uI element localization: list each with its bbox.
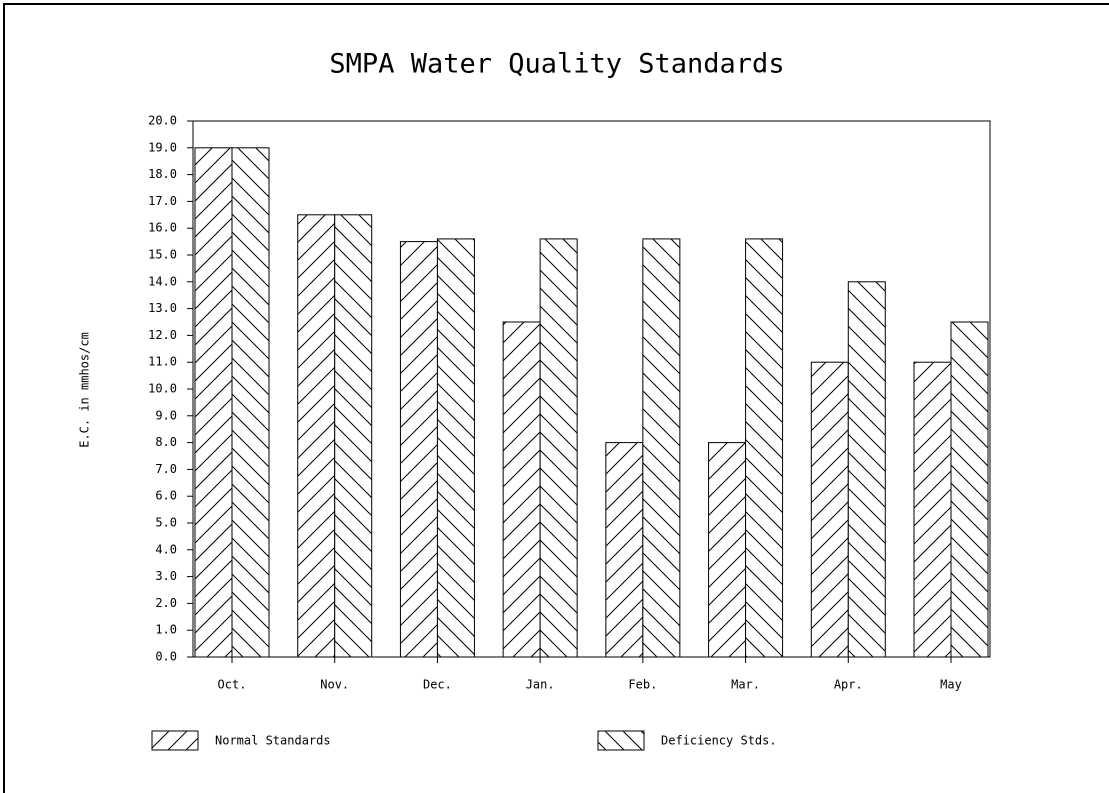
x-tick-label: Jan. bbox=[526, 678, 555, 692]
x-tick-label: Mar. bbox=[731, 678, 760, 692]
legend-label: Normal Standards bbox=[215, 734, 331, 748]
bar bbox=[642, 238, 681, 658]
y-tick-label: 11.0 bbox=[148, 355, 177, 369]
bar bbox=[810, 361, 849, 658]
frame bbox=[3, 3, 1109, 793]
bar bbox=[436, 238, 475, 658]
y-tick-label: 17.0 bbox=[148, 194, 177, 208]
chart-title: SMPA Water Quality Standards bbox=[329, 49, 784, 80]
x-tick-label: May bbox=[940, 678, 962, 692]
x-tick-label: Feb. bbox=[628, 678, 657, 692]
bar bbox=[708, 442, 747, 658]
y-tick-label: 14.0 bbox=[148, 274, 177, 288]
y-tick-label: 16.0 bbox=[148, 221, 177, 235]
bar bbox=[399, 241, 438, 658]
y-tick-label: 1.0 bbox=[155, 623, 177, 637]
y-tick-label: 5.0 bbox=[155, 516, 177, 530]
y-tick-label: 3.0 bbox=[155, 569, 177, 583]
y-tick-label: 4.0 bbox=[155, 542, 177, 556]
y-tick-label: 18.0 bbox=[148, 167, 177, 181]
bar bbox=[847, 281, 886, 658]
y-tick-label: 12.0 bbox=[148, 328, 177, 342]
y-tick-label: 2.0 bbox=[155, 596, 177, 610]
legend-swatch bbox=[597, 730, 645, 751]
y-tick-label: 20.0 bbox=[148, 114, 177, 128]
bar bbox=[194, 147, 233, 658]
bar bbox=[605, 442, 644, 658]
y-axis-label: E.C. in mmhos/cm bbox=[78, 332, 92, 448]
bar bbox=[745, 238, 784, 658]
bar bbox=[913, 361, 952, 658]
y-tick-label: 8.0 bbox=[155, 435, 177, 449]
bar bbox=[502, 321, 541, 658]
x-tick-label: Nov. bbox=[320, 678, 349, 692]
bar bbox=[231, 147, 270, 658]
legend-label: Deficiency Stds. bbox=[661, 734, 777, 748]
bar bbox=[950, 321, 989, 658]
x-tick-label: Oct. bbox=[218, 678, 247, 692]
y-tick-label: 9.0 bbox=[155, 408, 177, 422]
bar bbox=[297, 214, 336, 658]
y-tick-label: 0.0 bbox=[155, 650, 177, 664]
y-tick-label: 7.0 bbox=[155, 462, 177, 476]
y-tick-label: 13.0 bbox=[148, 301, 177, 315]
x-tick-label: Dec. bbox=[423, 678, 452, 692]
y-tick-label: 15.0 bbox=[148, 248, 177, 262]
y-tick-label: 6.0 bbox=[155, 489, 177, 503]
x-tick-label: Apr. bbox=[834, 678, 863, 692]
legend-swatch bbox=[151, 730, 199, 751]
bar bbox=[334, 214, 373, 658]
y-tick-label: 19.0 bbox=[148, 140, 177, 154]
y-tick-label: 10.0 bbox=[148, 382, 177, 396]
bar bbox=[539, 238, 578, 658]
